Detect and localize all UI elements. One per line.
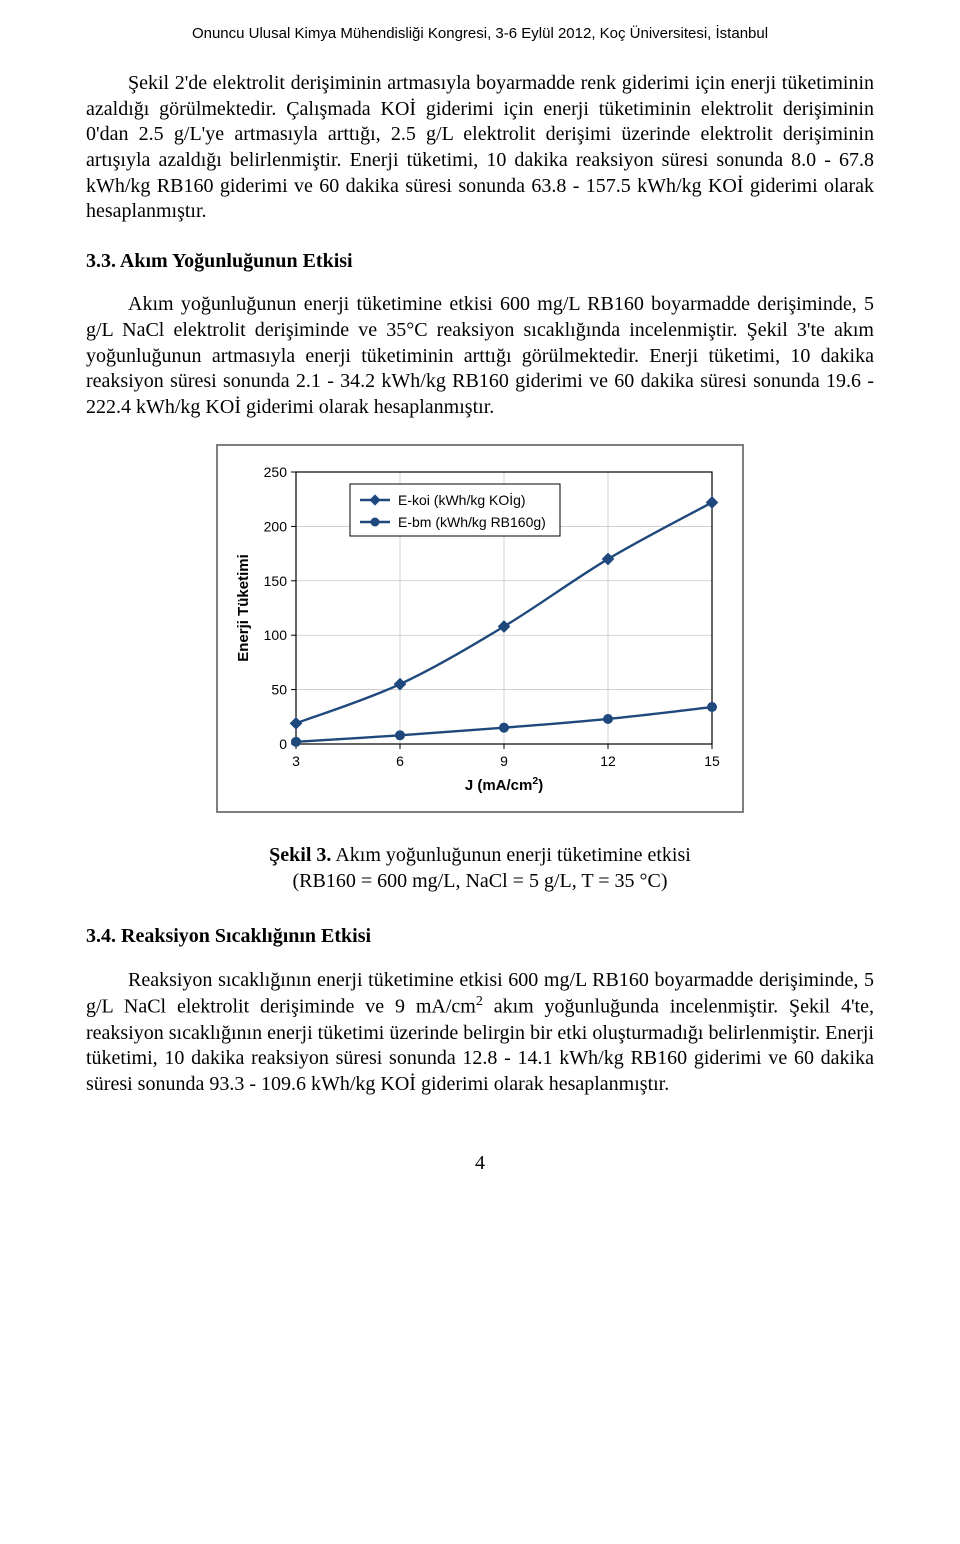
svg-text:250: 250 — [264, 464, 288, 480]
section-3-4-heading: 3.4. Reaksiyon Sıcaklığının Etkisi — [86, 924, 874, 950]
svg-text:200: 200 — [264, 519, 288, 535]
svg-text:E-koi (kWh/kg KOİg): E-koi (kWh/kg KOİg) — [398, 491, 526, 508]
section-3-3-heading: 3.3. Akım Yoğunluğunun Etkisi — [86, 249, 874, 275]
svg-text:Enerji Tüketimi: Enerji Tüketimi — [235, 555, 252, 663]
svg-text:3: 3 — [292, 753, 300, 769]
figure-3-frame: 0 50 100 150 200 250 3 6 9 12 15 Enerji Tüketimi J (… — [216, 444, 744, 813]
figure-3-caption-line1: Akım yoğunluğunun enerji tüketimine etki… — [331, 844, 690, 866]
figure-3-caption: Şekil 3. Akım yoğunluğunun enerji tüketi… — [86, 843, 874, 894]
svg-text:0: 0 — [279, 736, 287, 752]
figure-3-chart: 0 50 100 150 200 250 3 6 9 12 15 Enerji Tüketimi J (… — [230, 458, 730, 803]
section-3-4-body: Reaksiyon sıcaklığının enerji tüketimine… — [86, 968, 874, 1098]
svg-text:100: 100 — [264, 628, 288, 644]
running-head: Onuncu Ulusal Kimya Mühendisliği Kongres… — [86, 24, 874, 43]
figure-3-caption-bold: Şekil 3. — [269, 844, 331, 866]
svg-text:6: 6 — [396, 753, 404, 769]
page-number: 4 — [86, 1151, 874, 1177]
svg-text:15: 15 — [704, 753, 720, 769]
svg-text:50: 50 — [271, 682, 287, 698]
svg-text:J (mA/cm2): J (mA/cm2) — [465, 775, 543, 794]
figure-3: 0 50 100 150 200 250 3 6 9 12 15 Enerji Tüketimi J (… — [86, 444, 874, 894]
svg-text:9: 9 — [500, 753, 508, 769]
section-3-4-body-sup: 2 — [476, 994, 483, 1009]
svg-text:E-bm (kWh/kg RB160g): E-bm (kWh/kg RB160g) — [398, 514, 546, 530]
paragraph-p1: Şekil 2'de elektrolit derişiminin artmas… — [86, 71, 874, 225]
figure-3-caption-line2: (RB160 = 600 mg/L, NaCl = 5 g/L, T = 35 … — [293, 870, 668, 892]
svg-text:12: 12 — [600, 753, 616, 769]
svg-text:150: 150 — [264, 573, 288, 589]
section-3-3-body: Akım yoğunluğunun enerji tüketimine etki… — [86, 292, 874, 420]
